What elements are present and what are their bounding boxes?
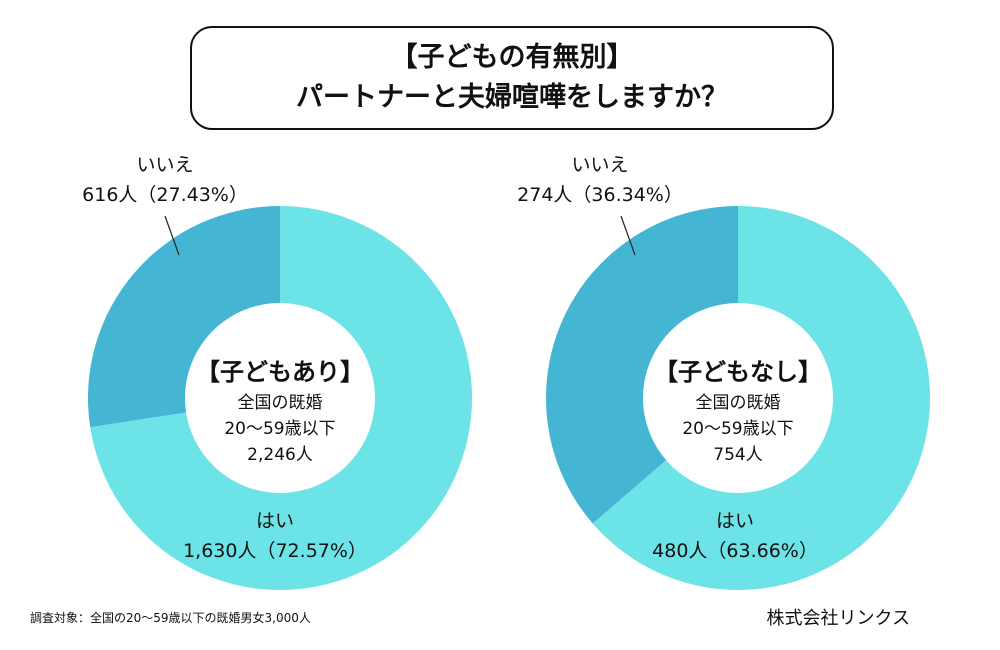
title-line-2: パートナーと夫婦喧嘩をしますか？ xyxy=(296,82,728,113)
donut-0-leader-line xyxy=(164,215,180,256)
left-no-label: いいえ 616人（27.43%） xyxy=(82,150,248,210)
left-yes-label: はい 1,630人（72.57%） xyxy=(183,506,367,566)
left-center-line3: 2,246人 xyxy=(247,445,313,465)
right-center-text: 【子どもなし】 全国の既婚 20〜59歳以下 754人 xyxy=(654,354,822,468)
right-yes-value: 480人（63.66%） xyxy=(652,540,818,562)
title-box: 【子どもの有無別】 パートナーと夫婦喧嘩をしますか？ xyxy=(190,26,834,130)
company-name: 株式会社リンクス xyxy=(766,608,910,629)
donut-0-slice-no xyxy=(88,206,280,428)
donut-1-leader-line xyxy=(620,215,636,256)
right-no-label: いいえ 274人（36.34%） xyxy=(517,150,683,210)
left-center-line2: 20〜59歳以下 xyxy=(224,419,336,439)
title-line-1: 【子どもの有無別】 xyxy=(390,42,634,73)
right-yes-label: はい 480人（63.66%） xyxy=(652,506,818,566)
left-center-text: 【子どもあり】 全国の既婚 20〜59歳以下 2,246人 xyxy=(196,354,364,468)
right-no-name: いいえ xyxy=(571,154,629,176)
right-center-line2: 20〜59歳以下 xyxy=(682,419,794,439)
left-yes-value: 1,630人（72.57%） xyxy=(183,540,367,562)
donut-1-slice-no xyxy=(546,206,738,524)
right-no-value: 274人（36.34%） xyxy=(517,184,683,206)
right-center-line1: 全国の既婚 xyxy=(695,393,781,413)
left-center-line1: 全国の既婚 xyxy=(237,393,323,413)
donut-1-slice-yes xyxy=(592,206,930,590)
right-center-line3: 754人 xyxy=(713,445,763,465)
donut-0-slice-yes xyxy=(90,206,472,590)
left-yes-name: はい xyxy=(255,510,294,532)
left-center-title: 【子どもあり】 xyxy=(196,358,364,386)
left-no-value: 616人（27.43%） xyxy=(82,184,248,206)
left-no-name: いいえ xyxy=(136,154,194,176)
survey-note: 調査対象：全国の20〜59歳以下の既婚男女3,000人 xyxy=(30,611,311,625)
right-center-title: 【子どもなし】 xyxy=(654,358,822,386)
right-yes-name: はい xyxy=(715,510,754,532)
